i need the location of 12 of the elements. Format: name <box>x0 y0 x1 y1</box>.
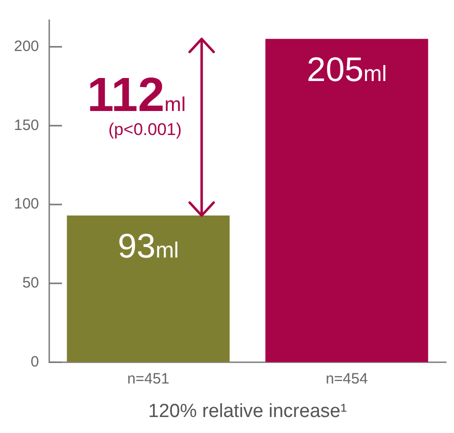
y-tick-label: 100 <box>14 196 40 213</box>
data-label: 205ml <box>306 50 387 89</box>
y-tick-label: 200 <box>14 38 40 55</box>
x-tick-label: n=451 <box>127 370 170 388</box>
data-label: 93ml <box>118 228 179 266</box>
annotation: (p<0.001) <box>108 120 182 139</box>
x-tick-label: n=454 <box>326 370 368 388</box>
y-tick-label: 50 <box>22 274 40 292</box>
annotation: 112ml <box>87 68 186 122</box>
y-tick-label: 0 <box>30 353 40 370</box>
y-tick-label: 150 <box>14 116 40 134</box>
x-axis-title: 120% relative increase¹ <box>148 400 347 422</box>
